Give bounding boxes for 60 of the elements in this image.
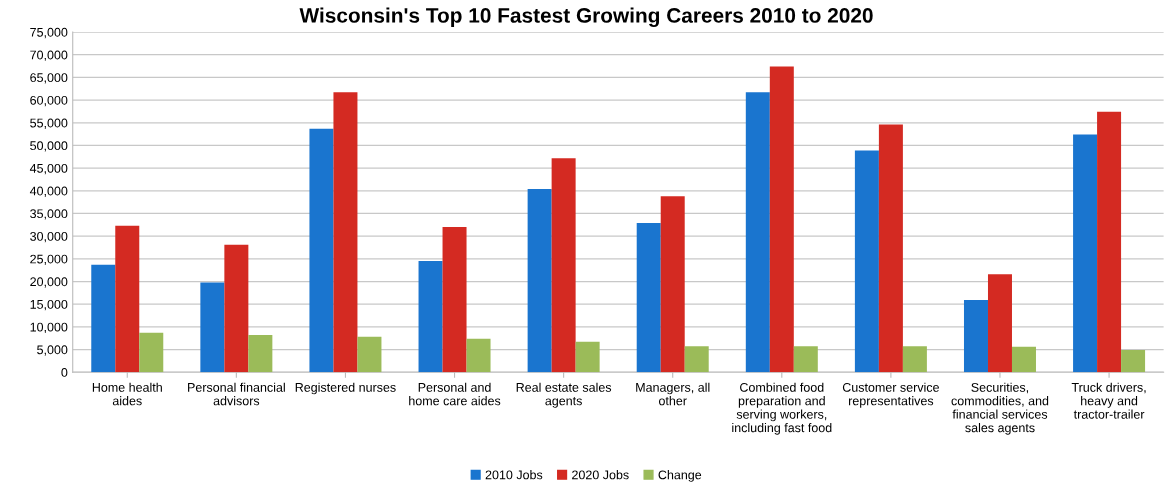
- y-tick-label: 30,000: [30, 231, 68, 243]
- x-tick-label: Combined food preparation and serving workers, including fast food: [732, 382, 832, 435]
- bar: [200, 282, 225, 373]
- x-tick-label: Personal and home care aides: [409, 382, 501, 406]
- bar: [660, 196, 685, 373]
- legend-label: Change: [658, 470, 702, 482]
- bar: [1121, 349, 1146, 373]
- bar: [466, 338, 491, 373]
- bar: [987, 274, 1012, 373]
- x-tick-label: Managers, all other: [636, 382, 710, 406]
- bar: [418, 261, 443, 373]
- y-tick-label: 45,000: [29, 163, 68, 175]
- y-tick-label: 5,000: [37, 345, 68, 356]
- x-tick-label: Securities, commodities, and financial services sales agents: [951, 382, 1049, 435]
- y-tick-label: 40,000: [29, 186, 68, 197]
- bar: [309, 128, 334, 373]
- bar: [91, 264, 116, 373]
- x-tick-label: Home health aides: [92, 382, 162, 406]
- bar: [1073, 134, 1098, 373]
- legend-label: 2020 Jobs: [572, 470, 629, 480]
- bar: [551, 158, 576, 373]
- y-tick-label: 60,000: [30, 95, 68, 107]
- y-tick-label: 70,000: [30, 50, 68, 61]
- y-tick-label: 65,000: [30, 73, 68, 84]
- bar: [793, 346, 818, 373]
- legend-label: 2010 Jobs: [485, 470, 543, 480]
- bar: [527, 188, 552, 373]
- y-tick-label: 15,000: [30, 299, 68, 311]
- x-tick-label: Customer service representatives: [842, 382, 939, 408]
- x-tick-label: Personal financial advisors: [188, 382, 285, 406]
- bar: [333, 92, 358, 373]
- bar: [769, 66, 794, 373]
- bar: [902, 346, 927, 373]
- bar: [1097, 111, 1122, 373]
- bar: [854, 150, 879, 373]
- bar: [684, 346, 709, 373]
- y-tick-label: 20,000: [30, 277, 68, 288]
- bar: [224, 244, 249, 373]
- bar: [139, 332, 164, 373]
- bar: [442, 227, 467, 373]
- bar: [745, 92, 770, 373]
- bar: [878, 124, 903, 373]
- y-tick-label: 35,000: [30, 209, 68, 220]
- bar: [636, 222, 661, 373]
- x-tick-label: Truck drivers, heavy and tractor-trailer: [1071, 382, 1146, 419]
- x-tick-label: Real estate sales agents: [516, 382, 612, 408]
- y-tick-label: 55,000: [30, 118, 68, 129]
- y-tick-label: 50,000: [30, 141, 68, 152]
- chart-title: Wisconsin's Top 10 Fastest Growing Careers 2010 to 2020: [299, 7, 873, 28]
- y-tick-label: 25,000: [30, 254, 68, 265]
- y-tick-label: 75,000: [30, 27, 68, 39]
- bar: [357, 336, 382, 373]
- bar: [1011, 346, 1036, 373]
- x-tick-label: Registered nurses: [295, 382, 396, 395]
- bar: [248, 335, 273, 373]
- bar: [115, 225, 140, 373]
- y-tick-label: 0: [61, 368, 68, 377]
- bar: [963, 300, 988, 373]
- y-tick-label: 10,000: [30, 322, 68, 333]
- bar: [575, 341, 600, 373]
